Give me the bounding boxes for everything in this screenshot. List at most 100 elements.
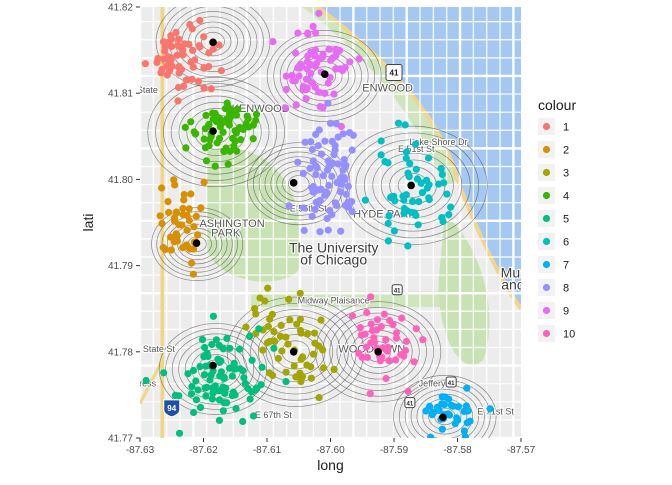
data-point (167, 246, 175, 254)
us-route-shield-icon (385, 64, 403, 82)
data-point (282, 378, 290, 386)
data-point (311, 339, 319, 347)
data-point (202, 392, 210, 400)
map-label: Jeffery (419, 378, 446, 388)
data-point (404, 387, 412, 395)
data-point (382, 374, 390, 383)
data-point (259, 346, 267, 354)
density-contour (178, 101, 254, 163)
data-point (370, 334, 378, 342)
y-tick-label: 41.77 (108, 434, 133, 445)
data-point (189, 366, 198, 375)
data-point (158, 184, 166, 192)
data-point (239, 367, 247, 375)
data-point (237, 136, 245, 144)
data-point (451, 420, 459, 428)
data-point (194, 386, 202, 394)
data-point (225, 121, 233, 129)
map-label: of Chicago (300, 252, 367, 268)
data-point (460, 427, 468, 435)
data-point (202, 111, 210, 119)
data-point (236, 345, 244, 353)
data-point (196, 16, 204, 25)
data-point (226, 364, 234, 372)
washington-park (206, 147, 302, 282)
data-point (284, 340, 292, 348)
data-point (217, 67, 225, 75)
x-tick-label: -87.57 (507, 445, 536, 456)
data-point (302, 86, 310, 94)
data-point (326, 74, 334, 82)
data-point (319, 172, 327, 180)
map-label: ASHINGTON (199, 218, 264, 230)
density-contour (279, 40, 369, 112)
y-tick-label: 41.79 (108, 261, 133, 272)
shield-number: 94 (167, 404, 176, 413)
us-route-shield-icon (445, 376, 457, 388)
data-point (208, 395, 216, 403)
data-point (384, 219, 392, 228)
data-point (404, 242, 412, 250)
data-point (268, 310, 276, 318)
data-point (427, 433, 435, 438)
cluster-center-8 (289, 179, 298, 187)
density-contour (165, 328, 268, 410)
data-point (200, 135, 208, 143)
data-point (302, 95, 310, 103)
data-point (188, 75, 196, 83)
data-point (328, 211, 336, 219)
map-label: S State (128, 85, 158, 95)
map-label: Lake Shore Dr (409, 137, 467, 147)
data-point (294, 158, 302, 166)
data-point (390, 192, 398, 200)
legend-label: 9 (563, 306, 569, 318)
data-point (234, 105, 242, 113)
data-point (216, 358, 224, 367)
y-tick-label: 41.78 (108, 347, 133, 358)
data-point (226, 147, 234, 155)
data-point (212, 336, 220, 344)
data-point (175, 63, 183, 71)
data-point (207, 371, 215, 379)
data-point (307, 48, 315, 56)
data-point (315, 9, 323, 17)
data-point (251, 305, 259, 313)
data-point (195, 42, 203, 50)
data-point (348, 146, 356, 154)
data-point (292, 101, 300, 109)
data-point (312, 171, 320, 179)
data-point (309, 22, 317, 30)
data-point (440, 401, 448, 409)
data-point (315, 126, 323, 134)
x-tick-label: -87.59 (380, 445, 409, 456)
data-point (183, 226, 191, 234)
legend-key-7 (542, 260, 551, 269)
shield-number: 41 (390, 69, 399, 78)
data-point (215, 341, 223, 350)
legend: colour 1 2 3 4 5 6 7 8 9 10 (538, 97, 576, 342)
data-point (410, 358, 418, 366)
data-point (205, 49, 213, 57)
axes: -87.63 -87.62 -87.61 -87.60 -87.59 -87.58 -87.… (108, 3, 536, 457)
data-point (399, 192, 407, 200)
data-point (435, 180, 443, 188)
legend-key-8 (542, 283, 551, 292)
legend-title: colour (538, 97, 576, 113)
data-point (324, 157, 332, 165)
data-point (426, 402, 434, 410)
data-point (248, 356, 256, 364)
data-point (367, 293, 375, 301)
data-point (285, 202, 293, 210)
series-9 (269, 9, 363, 131)
data-point (201, 144, 210, 152)
data-point (229, 388, 237, 396)
map-label: S State St (134, 344, 175, 354)
legend-label: 7 (563, 260, 569, 272)
data-point (419, 336, 427, 344)
data-point (321, 89, 329, 97)
data-point (330, 365, 338, 373)
data-point (412, 165, 420, 173)
data-point (249, 412, 258, 420)
data-point (394, 119, 403, 127)
